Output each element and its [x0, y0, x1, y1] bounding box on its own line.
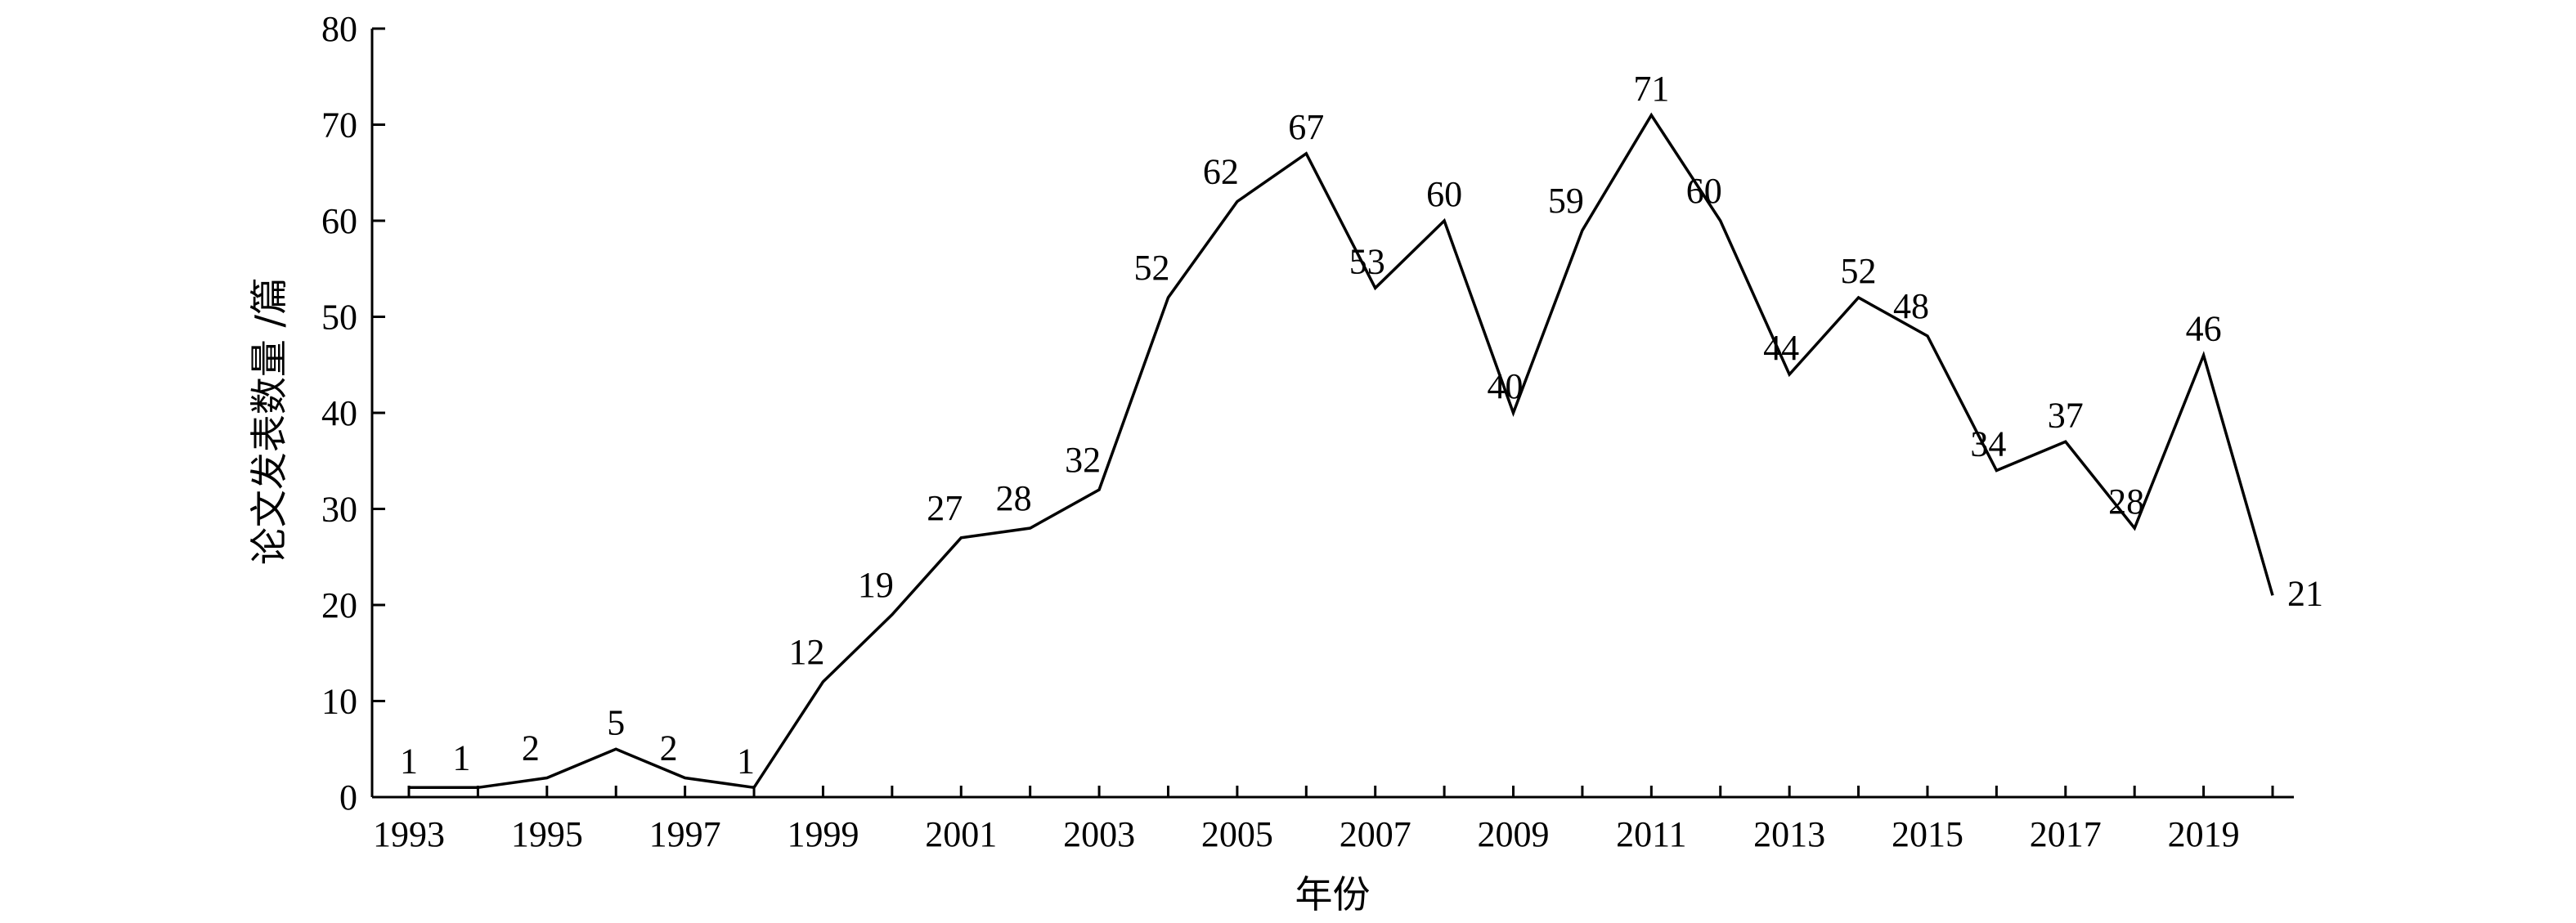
data-label: 59	[1548, 181, 1584, 221]
data-label: 37	[2048, 395, 2084, 435]
data-label: 46	[2186, 309, 2222, 349]
data-label: 1	[737, 741, 755, 781]
x-tick-label: 1997	[649, 814, 721, 854]
data-label: 28	[996, 478, 1032, 518]
data-label: 40	[1488, 366, 1524, 406]
y-tick-label: 10	[321, 682, 357, 722]
data-label: 19	[858, 565, 894, 605]
data-label: 52	[1133, 248, 1169, 288]
x-axis: 1993 1995 1997 1999 2001 2003 2005 2007 2009 2011…	[372, 786, 2294, 854]
data-label: 52	[1841, 251, 1877, 291]
x-tick-label: 2019	[2168, 814, 2240, 854]
data-label: 1	[452, 737, 470, 777]
y-tick-label: 0	[339, 777, 357, 818]
data-label: 60	[1686, 171, 1722, 211]
y-tick-label: 20	[321, 585, 357, 625]
data-label: 60	[1426, 174, 1462, 214]
x-tick-label: 2015	[1892, 814, 1963, 854]
data-label: 2	[660, 728, 678, 768]
y-tick-label: 50	[321, 298, 357, 338]
x-tick-label: 1995	[511, 814, 583, 854]
data-label: 27	[927, 488, 963, 528]
x-tick-label: 2005	[1201, 814, 1273, 854]
data-label: 2	[522, 728, 540, 768]
data-label: 1	[400, 741, 418, 781]
y-tick-label: 70	[321, 105, 357, 146]
x-tick-label: 1999	[787, 814, 859, 854]
y-tick-label: 30	[321, 490, 357, 530]
y-tick-label: 40	[321, 393, 357, 433]
data-label: 44	[1763, 328, 1799, 368]
y-axis-title: 论文发表数量 /篇	[247, 277, 291, 565]
data-label: 62	[1203, 152, 1239, 192]
x-tick-label: 2003	[1063, 814, 1135, 854]
y-axis: 0 10 20 30 40 50 60 70 80	[321, 9, 385, 818]
data-label: 5	[607, 702, 625, 742]
x-tick-label: 2017	[2030, 814, 2102, 854]
data-label: 12	[788, 632, 824, 672]
series	[409, 112, 2274, 790]
x-axis-title: 年份	[1295, 872, 1371, 916]
data-label: 28	[2108, 482, 2144, 522]
x-tick-label: 1993	[373, 814, 445, 854]
data-label: 67	[1288, 107, 1324, 147]
x-tick-label: 2007	[1340, 814, 1411, 854]
y-tick-label: 80	[321, 9, 357, 49]
x-tick-label: 2001	[925, 814, 997, 854]
x-tick-label: 2009	[1478, 814, 1550, 854]
x-tick-label: 2011	[1616, 814, 1686, 854]
data-label: 32	[1065, 440, 1101, 480]
y-tick-label: 60	[321, 201, 357, 241]
data-label: 21	[2287, 573, 2323, 613]
data-label: 48	[1893, 286, 1929, 326]
x-tick-label: 2013	[1753, 814, 1825, 854]
data-label: 71	[1633, 69, 1669, 109]
data-label: 34	[1970, 424, 2006, 464]
series-line	[409, 112, 2274, 790]
data-label: 53	[1349, 241, 1385, 281]
